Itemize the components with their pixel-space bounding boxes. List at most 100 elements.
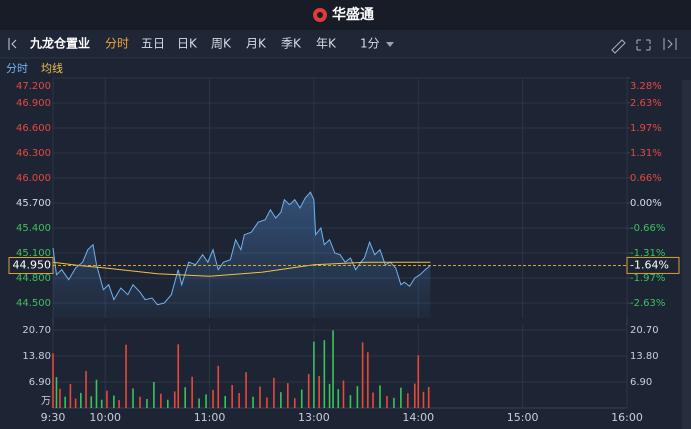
volume-bar	[184, 387, 186, 408]
tab[interactable]: 周K	[211, 37, 232, 51]
volume-bar	[356, 386, 359, 408]
y-tick-label: 45.400	[16, 223, 51, 234]
volume-bar	[224, 395, 226, 408]
x-tick-label: 10:00	[89, 411, 121, 424]
tab[interactable]: 月K	[246, 37, 267, 51]
stock-name: 九龙仓置业	[29, 36, 90, 51]
y-tick-label: 45.100	[16, 248, 51, 259]
volume-bar	[55, 377, 58, 408]
last-price-label: 44.950	[13, 259, 52, 272]
volume-bar	[69, 383, 72, 408]
volume-tick-label: 13.80	[22, 351, 51, 362]
x-tick-label: 16:00	[611, 411, 643, 424]
volume-bar	[307, 374, 310, 408]
tab[interactable]: 分时	[105, 37, 129, 51]
volume-bar	[245, 372, 247, 408]
interval-select[interactable]: 1分	[360, 37, 380, 51]
x-tick-label: 15:00	[507, 411, 539, 424]
y2-tick-label: -1.31%	[630, 248, 665, 259]
y-tick-label: 45.700	[16, 198, 51, 209]
volume-bar	[173, 391, 176, 408]
volume-bar	[95, 379, 98, 408]
volume-bar	[367, 352, 369, 408]
volume-bar	[74, 398, 77, 408]
price-line	[52, 191, 431, 306]
volume-bar	[300, 389, 303, 408]
volume-bar	[132, 388, 134, 408]
volume-bar	[52, 353, 54, 408]
volume-bar	[259, 386, 261, 408]
volume-bar	[407, 393, 409, 408]
y2-tick-label: 0.00%	[630, 198, 662, 209]
volume-bar	[191, 376, 193, 408]
x-tick-label: 11:00	[194, 411, 226, 424]
x-tick-label: 9:30	[41, 411, 66, 424]
tab[interactable]: 季K	[281, 37, 302, 51]
price-area	[53, 192, 431, 318]
volume-bar	[113, 395, 115, 408]
volume-bar	[106, 390, 108, 408]
volume-bar	[342, 380, 345, 408]
volume-bar	[393, 397, 395, 408]
collapse-icon[interactable]	[8, 38, 17, 50]
volume-bar	[146, 398, 148, 408]
volume-bar	[273, 377, 275, 408]
tab[interactable]: 日K	[177, 37, 198, 51]
tool-icons[interactable]	[611, 38, 677, 54]
volume-bar	[400, 387, 402, 408]
volume-bar	[372, 392, 374, 408]
y-tick-label: 46.300	[16, 148, 51, 159]
volume-bar	[349, 395, 352, 408]
volume-unit: 万	[41, 396, 51, 407]
dropdown-arrow[interactable]	[386, 42, 394, 47]
x-tick-label: 14:00	[402, 411, 434, 424]
last-change-label: -1.64%	[630, 258, 669, 271]
toolbar	[0, 30, 691, 58]
volume-bar	[266, 397, 268, 408]
volume-bar	[413, 383, 416, 408]
volume-tick-label: 6.90	[630, 377, 652, 388]
volume-bar	[417, 355, 420, 408]
volume-bar	[238, 392, 240, 408]
volume-bar	[90, 396, 93, 408]
volume-bar	[212, 389, 214, 408]
y-tick-label: 46.900	[16, 98, 51, 109]
x-tick-label: 13:00	[298, 411, 330, 424]
volume-bar	[85, 371, 87, 408]
volume-bar	[318, 375, 320, 408]
volume-bar	[293, 398, 296, 408]
volume-tick-label: 20.70	[630, 325, 659, 336]
volume-bar	[125, 344, 127, 408]
volume-bar	[198, 398, 200, 408]
volume-bar	[328, 383, 331, 408]
y2-tick-label: 1.31%	[630, 148, 662, 159]
volume-bar	[313, 341, 315, 408]
volume-bar	[139, 396, 141, 408]
volume-bar	[153, 382, 155, 408]
tab[interactable]: 年K	[316, 37, 337, 51]
volume-tick-label: 6.90	[29, 377, 51, 388]
brand-logo	[313, 8, 327, 22]
volume-bar	[337, 389, 340, 408]
volume-bar	[323, 340, 326, 408]
volume-bar	[205, 394, 207, 408]
y2-tick-label: -2.63%	[630, 298, 665, 309]
volume-bar	[379, 385, 381, 408]
volume-bar	[231, 385, 233, 408]
volume-bar	[287, 383, 289, 408]
volume-bar	[332, 330, 334, 408]
volume-bar	[280, 392, 282, 408]
average-line	[52, 261, 431, 277]
side-panel-edge	[682, 80, 691, 429]
y2-tick-label: 0.66%	[630, 173, 662, 184]
tab[interactable]: 五日	[141, 37, 165, 51]
y2-tick-label: -0.66%	[630, 223, 665, 234]
volume-bar	[167, 399, 169, 408]
y-tick-label: 46.000	[16, 173, 51, 184]
volume-bar	[386, 395, 388, 408]
volume-bar	[80, 392, 82, 408]
y2-tick-label: 3.28%	[630, 81, 662, 92]
y-tick-label: 44.500	[16, 298, 51, 309]
